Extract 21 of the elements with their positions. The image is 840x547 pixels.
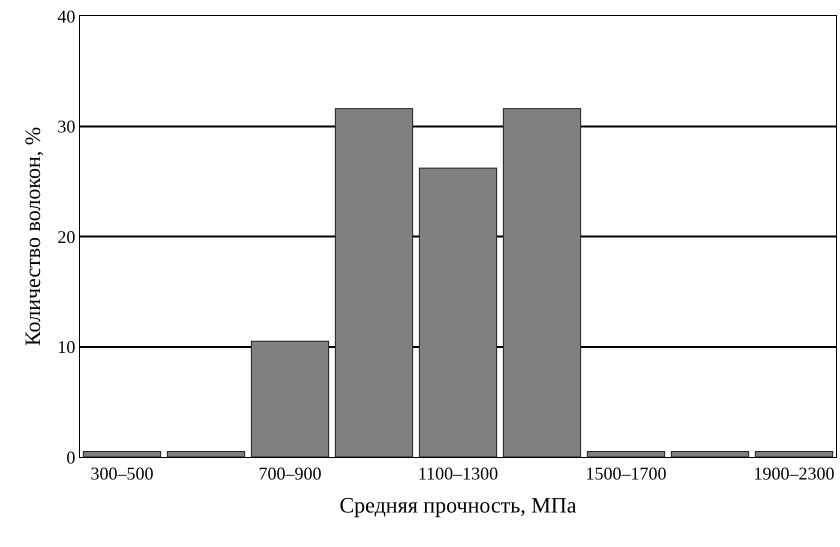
bar: [670, 450, 750, 457]
x-tick-label: 300–500: [90, 464, 154, 484]
y-tick-label: 10: [57, 337, 76, 358]
x-tick-label: 1100–1300: [418, 464, 498, 484]
bar: [334, 108, 414, 457]
y-tick-label: 30: [57, 116, 76, 137]
y-tick-label: 40: [57, 6, 76, 26]
x-axis-title: Средняя прочность, МПа: [339, 492, 577, 518]
bar: [250, 340, 330, 457]
bar: [502, 108, 582, 457]
bar: [754, 450, 834, 457]
y-tick-label: 20: [57, 226, 76, 247]
x-tick-label: 1500–1700: [586, 464, 666, 484]
bar: [418, 168, 498, 457]
y-tick-label: 0: [66, 447, 76, 468]
y-axis-title: Количество волокон, %: [20, 126, 46, 346]
bar: [166, 450, 246, 457]
bar: [82, 450, 162, 457]
x-tick-label: 700–900: [258, 464, 322, 484]
x-tick-label: 1900–2300: [754, 464, 834, 484]
bar: [586, 450, 666, 457]
